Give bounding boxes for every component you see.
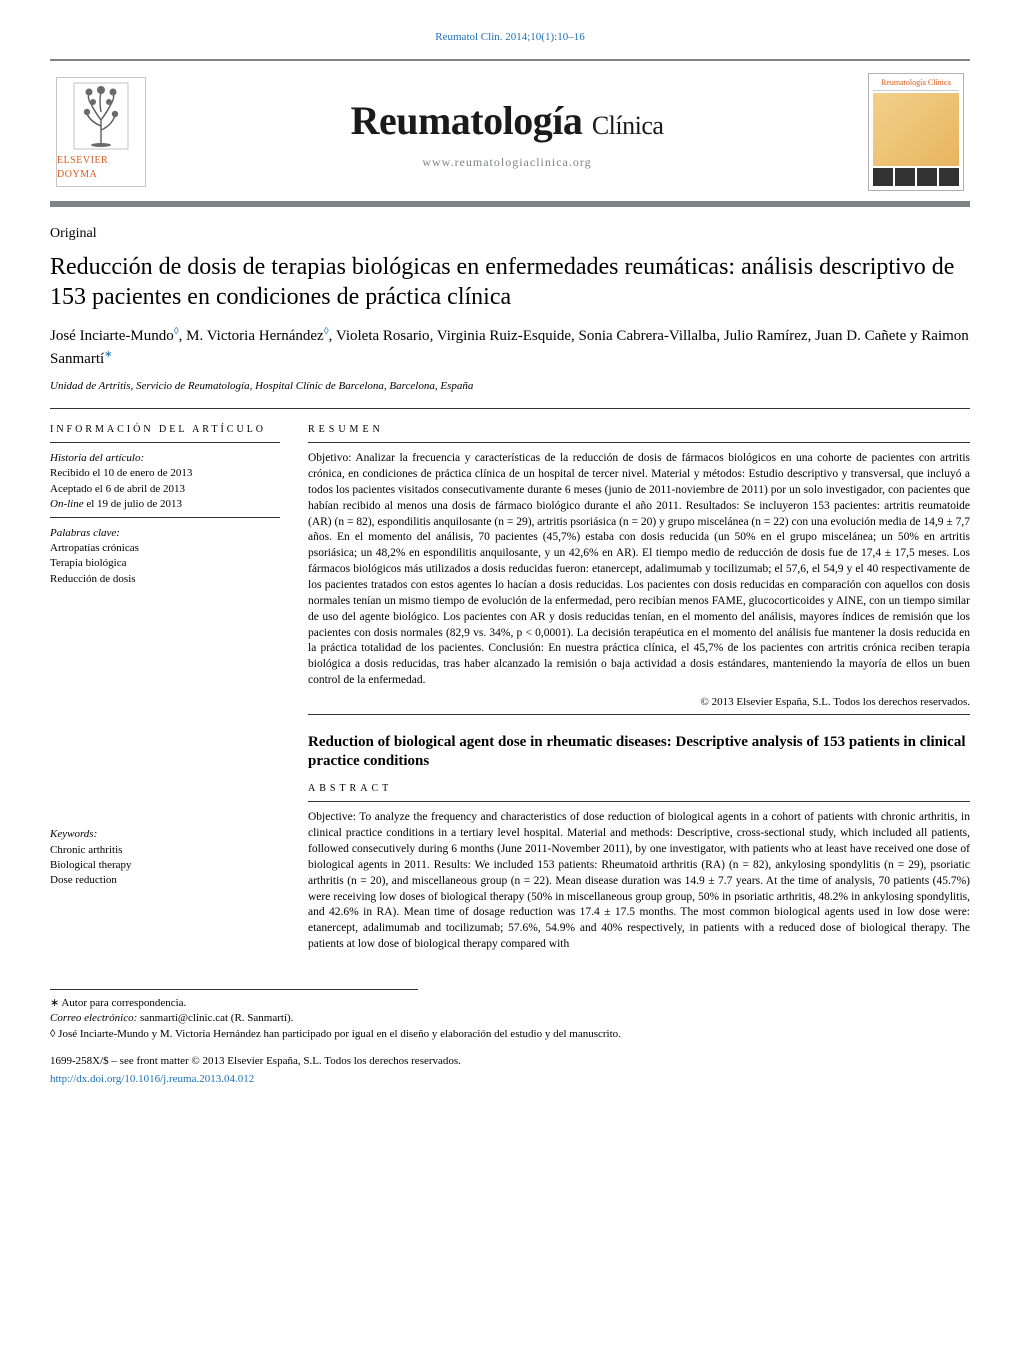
cover-thumb-art [873,93,959,166]
author: Sonia Cabrera-Villalba [579,328,717,344]
author: Juan D. Cañete [815,328,906,344]
equal-contrib-mark-icon: ◊ [324,326,329,337]
resumen-heading: RESUMEN [308,423,970,439]
affiliation: Unidad de Artritis, Servicio de Reumatol… [50,379,970,394]
keyword: Biological therapy [50,859,132,871]
article-type: Original [50,225,970,244]
front-matter-copyright: 1699-258X/$ – see front matter © 2013 El… [50,1054,970,1069]
email-link[interactable]: sanmarti@clinic.cat [140,1012,228,1024]
elsevier-tree-icon [73,82,129,150]
footnotes-rule [50,989,418,996]
resumen-body: Objetivo: Analizar la frecuencia y carac… [308,451,970,689]
keyword: Dose reduction [50,874,117,886]
article-title: Reducción de dosis de terapias biológica… [50,252,970,312]
history-line: Recibido el 10 de enero de 2013 [50,467,192,479]
journal-title: Reumatología Clínica [156,94,858,148]
citation-header: Reumatol Clin. 2014;10(1):10–16 [50,30,970,45]
journal-title-sub: Clínica [592,111,664,140]
publisher-logo: ELSEVIER DOYMA [56,77,146,187]
history-label: Historia del artículo: [50,452,144,464]
correspondence-email: Correo electrónico: sanmarti@clinic.cat … [50,1011,970,1026]
keywords-es: Palabras clave: Artropatías crónicas Ter… [50,526,280,588]
contribution-note: ◊ José Inciarte-Mundo y M. Victoria Hern… [50,1027,970,1042]
history-line: Aceptado el 6 de abril de 2013 [50,483,185,495]
journal-cover-thumbnail: Reumatología Clínica [868,73,964,191]
journal-url-link[interactable]: www.reumatologiaclinica.org [156,154,858,170]
author-list: José Inciarte-Mundo◊, M. Victoria Hernán… [50,324,970,371]
keyword: Artropatías crónicas [50,542,139,554]
divider [50,408,970,409]
keywords-en: Keywords: Chronic arthritis Biological t… [50,827,280,889]
keywords-es-label: Palabras clave: [50,527,120,539]
article-history: Historia del artículo: Recibido el 10 de… [50,451,280,513]
author: M. Victoria Hernández [186,328,324,344]
abstract-en-body: Objective: To analyze the frequency and … [308,810,970,953]
keywords-en-label: Keywords: [50,828,97,840]
info-heading: INFORMACIÓN DEL ARTÍCULO [50,423,280,439]
publisher-name: ELSEVIER DOYMA [57,154,145,181]
keyword: Terapia biológica [50,557,127,569]
author: Virginia Ruiz-Esquide [437,328,571,344]
author: José Inciarte-Mundo [50,328,174,344]
keyword: Reducción de dosis [50,573,136,585]
author: Violeta Rosario [336,328,430,344]
journal-banner: ELSEVIER DOYMA Reumatología Clínica www.… [50,59,970,207]
email-suffix: (R. Sanmartí). [231,1012,294,1024]
equal-contrib-mark-icon: ◊ [174,326,179,337]
citation-text: Reumatol Clin. 2014;10(1):10–16 [435,31,584,43]
resumen-copyright: © 2013 Elsevier España, S.L. Todos los d… [308,695,970,710]
article-info-sidebar: INFORMACIÓN DEL ARTÍCULO Historia del ar… [50,413,280,953]
abstract-en-heading: ABSTRACT [308,782,970,798]
keyword: Chronic arthritis [50,844,122,856]
journal-title-main: Reumatología [351,98,583,143]
doi-link[interactable]: http://dx.doi.org/10.1016/j.reuma.2013.0… [50,1073,254,1085]
abstract-main: RESUMEN Objetivo: Analizar la frecuencia… [308,413,970,953]
corresponding-mark-icon: ∗ [104,349,112,360]
abstract-en-title: Reduction of biological agent dose in rh… [308,733,970,772]
author: Julio Ramírez [724,328,808,344]
cover-thumb-title: Reumatología Clínica [873,78,959,91]
email-label: Correo electrónico: [50,1012,137,1024]
corresponding-author: ∗ Autor para correspondencia. [50,996,970,1011]
history-line: el 19 de julio de 2013 [86,498,182,510]
journal-title-block: Reumatología Clínica www.reumatologiacli… [156,94,858,170]
footnotes: ∗ Autor para correspondencia. Correo ele… [50,996,970,1042]
